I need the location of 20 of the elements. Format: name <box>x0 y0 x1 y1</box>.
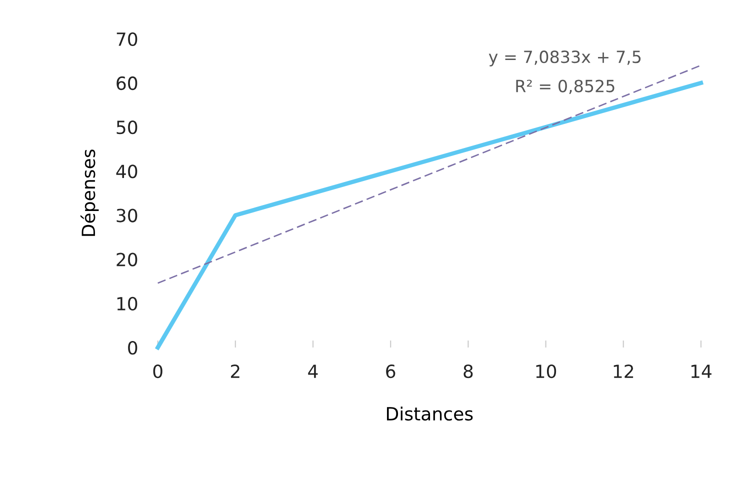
x-tick-label: 0 <box>153 364 162 378</box>
x-tick-label: 14 <box>691 364 712 378</box>
y-tick-label: 30 <box>116 208 138 222</box>
annotation: y = 7,0833x + 7,5 <box>488 50 641 66</box>
x-tick-label: 10 <box>536 364 556 378</box>
y-tick-label: 40 <box>116 164 138 178</box>
x-tick-label: 12 <box>614 364 634 378</box>
annotation: R² = 0,8525 <box>516 80 614 94</box>
y-tick-label: 50 <box>116 120 138 134</box>
x-axis-title: Distances <box>386 406 473 421</box>
y-axis-title: Dépenses <box>80 150 99 236</box>
x-tick-label: 4 <box>308 364 318 378</box>
x-tick-label: 2 <box>230 364 240 378</box>
x-tick-label: 6 <box>386 364 396 378</box>
y-tick-label: 60 <box>116 76 138 90</box>
y-tick-label: 0 <box>128 340 138 355</box>
x-tick-label: 8 <box>464 364 473 378</box>
y-tick-label: 20 <box>116 252 138 266</box>
y-tick-label: 10 <box>117 296 138 311</box>
y-tick-label: 70 <box>116 32 138 46</box>
